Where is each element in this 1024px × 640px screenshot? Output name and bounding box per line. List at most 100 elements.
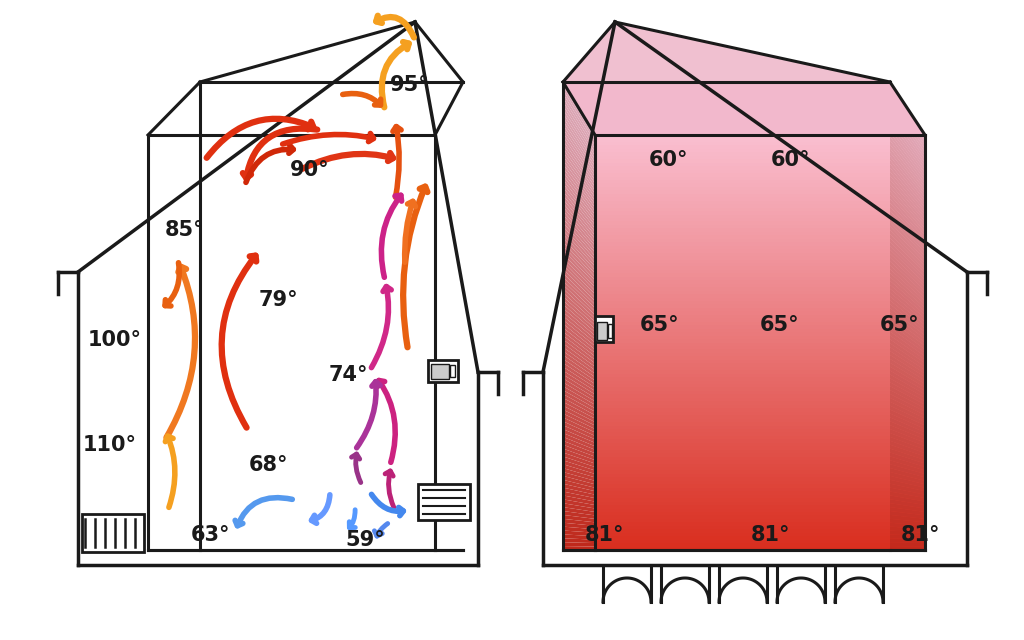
Polygon shape	[595, 214, 925, 218]
Polygon shape	[563, 117, 595, 170]
Polygon shape	[595, 194, 925, 197]
Polygon shape	[563, 316, 595, 346]
Polygon shape	[563, 250, 595, 287]
Polygon shape	[595, 312, 925, 315]
Polygon shape	[595, 163, 925, 166]
Polygon shape	[595, 166, 925, 170]
Polygon shape	[563, 488, 595, 498]
Polygon shape	[890, 527, 925, 532]
Polygon shape	[595, 207, 925, 211]
Polygon shape	[595, 426, 925, 429]
Polygon shape	[595, 433, 925, 436]
Polygon shape	[563, 82, 595, 138]
Polygon shape	[890, 312, 925, 342]
Polygon shape	[563, 292, 595, 325]
Polygon shape	[890, 253, 925, 291]
Polygon shape	[595, 456, 925, 460]
Polygon shape	[890, 316, 925, 346]
Polygon shape	[563, 355, 595, 381]
Polygon shape	[595, 370, 925, 374]
Polygon shape	[563, 304, 595, 335]
Polygon shape	[595, 519, 925, 522]
Polygon shape	[890, 90, 925, 145]
Polygon shape	[595, 443, 925, 446]
Polygon shape	[595, 412, 925, 415]
Polygon shape	[563, 184, 595, 228]
Polygon shape	[595, 342, 925, 346]
Polygon shape	[595, 364, 925, 367]
Polygon shape	[595, 180, 925, 184]
Polygon shape	[890, 445, 925, 460]
Polygon shape	[890, 266, 925, 301]
Polygon shape	[595, 543, 925, 547]
Polygon shape	[890, 386, 925, 408]
Polygon shape	[563, 468, 595, 481]
Polygon shape	[595, 377, 925, 381]
Polygon shape	[890, 148, 925, 197]
Polygon shape	[890, 359, 925, 384]
Polygon shape	[595, 218, 925, 221]
Polygon shape	[890, 179, 925, 225]
Polygon shape	[595, 532, 925, 536]
Polygon shape	[890, 223, 925, 263]
Polygon shape	[595, 170, 925, 173]
Polygon shape	[595, 349, 925, 353]
Polygon shape	[890, 132, 925, 184]
Polygon shape	[595, 492, 925, 495]
Polygon shape	[595, 263, 925, 266]
Polygon shape	[595, 305, 925, 308]
Polygon shape	[563, 492, 595, 502]
Polygon shape	[595, 339, 925, 342]
Polygon shape	[890, 499, 925, 509]
Bar	[450, 365, 455, 377]
Bar	[82, 514, 144, 552]
Polygon shape	[595, 512, 925, 515]
Bar	[597, 322, 607, 340]
Polygon shape	[890, 495, 925, 505]
Polygon shape	[890, 406, 925, 426]
Polygon shape	[595, 239, 925, 242]
Polygon shape	[595, 381, 925, 384]
Polygon shape	[563, 413, 595, 433]
Polygon shape	[595, 322, 925, 325]
Polygon shape	[595, 353, 925, 356]
Polygon shape	[595, 460, 925, 463]
Polygon shape	[595, 236, 925, 239]
Text: 81°: 81°	[900, 525, 940, 545]
Polygon shape	[890, 82, 925, 138]
Polygon shape	[563, 374, 595, 398]
Polygon shape	[563, 456, 595, 470]
Polygon shape	[595, 276, 925, 280]
Polygon shape	[563, 343, 595, 370]
Polygon shape	[595, 470, 925, 474]
Polygon shape	[890, 378, 925, 401]
Polygon shape	[595, 308, 925, 312]
Polygon shape	[890, 531, 925, 536]
Polygon shape	[595, 498, 925, 502]
Polygon shape	[563, 82, 925, 135]
Polygon shape	[890, 374, 925, 398]
Polygon shape	[890, 464, 925, 477]
Polygon shape	[890, 86, 925, 142]
Polygon shape	[595, 529, 925, 532]
Bar	[428, 360, 458, 382]
Polygon shape	[890, 168, 925, 214]
Polygon shape	[890, 308, 925, 339]
Polygon shape	[595, 536, 925, 540]
Polygon shape	[890, 242, 925, 280]
Polygon shape	[890, 449, 925, 463]
Polygon shape	[595, 284, 925, 287]
Polygon shape	[595, 204, 925, 207]
Polygon shape	[890, 355, 925, 381]
Polygon shape	[890, 257, 925, 294]
Polygon shape	[890, 507, 925, 515]
Polygon shape	[890, 261, 925, 298]
Polygon shape	[563, 394, 595, 415]
Polygon shape	[563, 371, 595, 394]
Polygon shape	[563, 121, 595, 173]
Polygon shape	[563, 289, 595, 322]
Polygon shape	[890, 117, 925, 170]
Polygon shape	[890, 452, 925, 467]
Polygon shape	[595, 547, 925, 550]
Polygon shape	[563, 242, 595, 280]
